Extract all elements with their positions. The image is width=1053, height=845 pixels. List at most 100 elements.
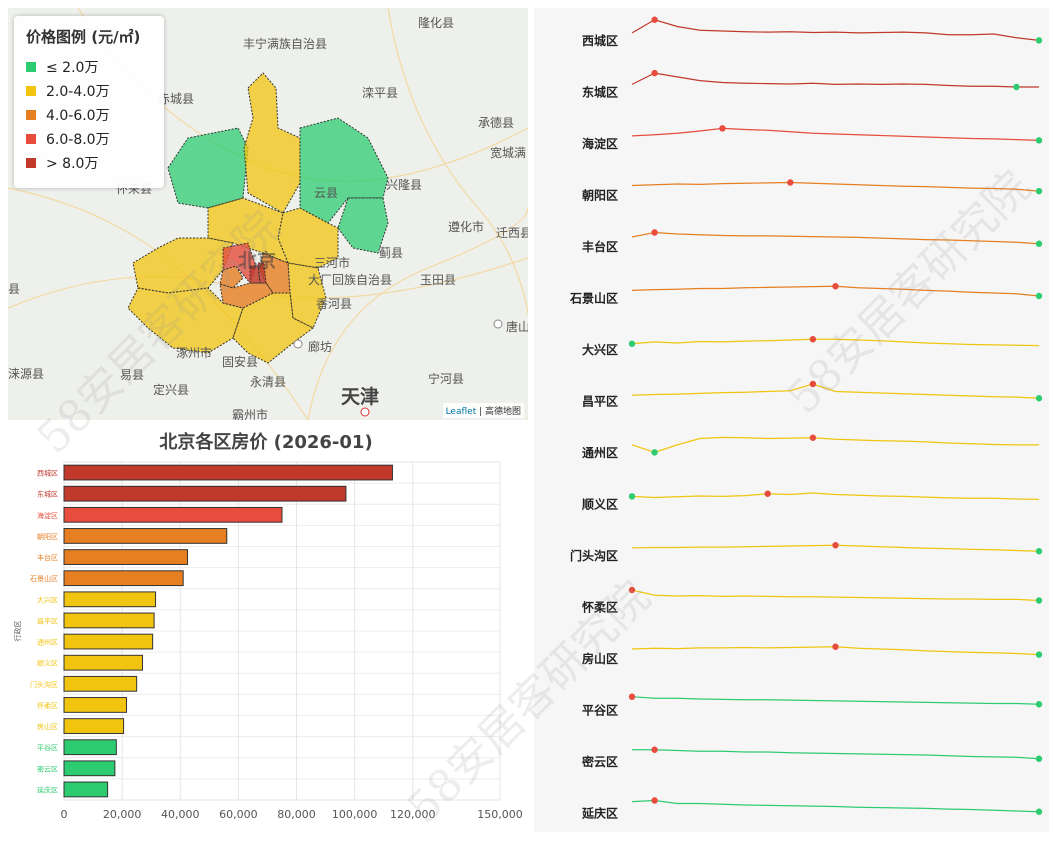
x-tick-label: 20,000: [103, 808, 142, 821]
sparkline-label-昌平区: 昌平区: [582, 395, 618, 409]
attribution-source: | 高德地图: [476, 407, 521, 417]
sparkline-label-顺义区: 顺义区: [582, 497, 618, 512]
sparkline-max-marker: [628, 693, 636, 700]
region-dongcheng[interactable]: [257, 262, 267, 284]
sparkline-昌平区: [631, 383, 1040, 399]
sparkline-max-marker: [809, 380, 817, 388]
sparkline-min-marker: [1035, 597, 1043, 604]
leaflet-link[interactable]: Leaflet: [445, 407, 477, 417]
legend-label: 4.0-6.0万: [46, 108, 110, 124]
city-dot-tianjin: [360, 407, 370, 417]
region-mentougou[interactable]: [132, 237, 234, 294]
sparkline-min-marker: [1035, 808, 1043, 815]
place-label: 涿州市: [176, 346, 213, 360]
sparkline-max-marker: [651, 797, 658, 804]
bar-西城区[interactable]: [63, 464, 393, 481]
place-label: 永清县: [250, 375, 287, 389]
sparkline-min-marker: [628, 493, 636, 500]
place-label: 定兴县: [153, 383, 190, 397]
y-tick-label: 通州区: [37, 638, 58, 647]
legend-label: 6.0-8.0万: [46, 132, 110, 148]
x-tick-label: 0: [61, 808, 68, 821]
sparkline-海淀区: [631, 127, 1040, 141]
bar-昌平区[interactable]: [63, 612, 155, 629]
place-label: 三河市: [314, 256, 351, 270]
place-label-tianjin: 天津: [341, 386, 380, 408]
place-label: 唐山: [506, 320, 528, 334]
bar-大兴区[interactable]: [63, 591, 157, 608]
region-yanqing[interactable]: [167, 127, 249, 209]
price-legend: 价格图例 (元/㎡) ≤ 2.0万 2.0-4.0万 4.0-6.0万 6.0-8.0…: [14, 16, 164, 188]
region-pinggu[interactable]: [337, 197, 389, 254]
legend-item: ≤ 2.0万: [26, 55, 152, 79]
sparkline-min-marker: [628, 340, 636, 347]
sparkline-min-marker: [1035, 395, 1043, 402]
bar-延庆区[interactable]: [63, 781, 109, 798]
sparkline-min-marker: [1035, 548, 1043, 555]
bar-chart-svg: 北京各区房价 (2026-01) 0 20,000 40,000 60,000 80,00…: [13, 431, 523, 821]
bar-通州区[interactable]: [63, 633, 154, 650]
bar-海淀区[interactable]: [63, 506, 283, 523]
place-label: 固安县: [222, 355, 259, 369]
place-label: 宁河县: [428, 372, 465, 386]
city-dot-langfang: [293, 339, 303, 349]
sparkline-密云区: [632, 749, 1040, 760]
sparkline-max-marker: [832, 542, 839, 549]
place-label: 霸州市: [232, 408, 269, 420]
map-canvas[interactable]: [8, 8, 528, 420]
legend-title: 价格图例 (元/㎡): [26, 28, 141, 46]
sparkline-怀柔区: [631, 589, 1040, 602]
legend-item: 2.0-4.0万: [26, 79, 152, 103]
district-trend-sparklines: 西城区 东城区 海淀区 朝阳区 丰台区 石景山区 大兴区 昌平区 通州区 顺义区 门头沟区 怀柔区 房山…: [534, 8, 1049, 832]
y-tick-label: 海淀区: [37, 511, 58, 520]
sparkline-label-大兴区: 大兴区: [582, 342, 618, 357]
x-tick-label: 40,000: [161, 808, 200, 821]
place-label: 蓟县: [379, 246, 404, 260]
bar-朝阳区[interactable]: [63, 528, 228, 544]
sparkline-min-marker: [1035, 292, 1043, 300]
sparkline-max-marker: [832, 283, 839, 290]
sparkline-max-marker: [719, 125, 726, 132]
x-tick-label: 120,000: [390, 808, 436, 821]
bar-房山区[interactable]: [63, 718, 125, 734]
y-tick-label: 平谷区: [37, 743, 58, 752]
region-fengtai[interactable]: [219, 282, 274, 309]
sparkline-min-marker: [1035, 137, 1043, 144]
y-tick-label: 东城区: [37, 490, 58, 499]
place-label: 迁西县: [496, 226, 528, 240]
legend-swatch: [26, 134, 36, 144]
legend-label: > 8.0万: [46, 156, 99, 172]
bar-怀柔区[interactable]: [63, 697, 127, 713]
bar-石景山区[interactable]: [63, 570, 184, 587]
legend-label: 2.0-4.0万: [46, 84, 110, 100]
place-label-beijing: 北京: [238, 250, 277, 272]
bar-平谷区[interactable]: [63, 739, 117, 756]
place-label: 县: [8, 282, 21, 296]
legend-swatch: [26, 110, 36, 120]
legend-swatch: [26, 86, 36, 96]
sparkline-max-marker: [651, 229, 658, 236]
place-label: 涞源县: [8, 367, 45, 381]
sparkline-label-东城区: 东城区: [582, 85, 618, 100]
bar-chart-title: 北京各区房价 (2026-01): [159, 431, 372, 453]
bar-顺义区[interactable]: [63, 654, 143, 671]
sparkline-max-marker: [809, 336, 817, 343]
place-label: 遵化市: [448, 220, 485, 234]
y-tick-label: 密云区: [37, 764, 58, 773]
sparkline-min-marker: [1035, 37, 1043, 44]
y-tick-label: 顺义区: [37, 660, 58, 668]
city-dot-tangshan: [493, 319, 503, 329]
sparkline-label-密云区: 密云区: [582, 754, 618, 769]
road: [387, 8, 528, 420]
district-price-bar-chart: 北京各区房价 (2026-01) 0 20,000 40,000 60,000 80,00…: [8, 420, 528, 832]
y-tick-label: 延庆区: [37, 785, 58, 794]
bar-丰台区[interactable]: [63, 549, 189, 565]
region-huairou[interactable]: [243, 72, 301, 214]
bar-东城区[interactable]: [63, 485, 347, 502]
beijing-price-map[interactable]: 隆化县 丰宁满族自治县 赤城县 滦平县 承德县 宽城满 怀来县 云县 兴隆县 遵…: [8, 8, 528, 420]
bar-门头沟区[interactable]: [63, 675, 138, 692]
x-tick-label: 80,000: [277, 808, 316, 821]
y-tick-label: 怀柔区: [37, 701, 58, 710]
legend-item: > 8.0万: [26, 151, 152, 175]
bar-密云区[interactable]: [63, 760, 116, 777]
